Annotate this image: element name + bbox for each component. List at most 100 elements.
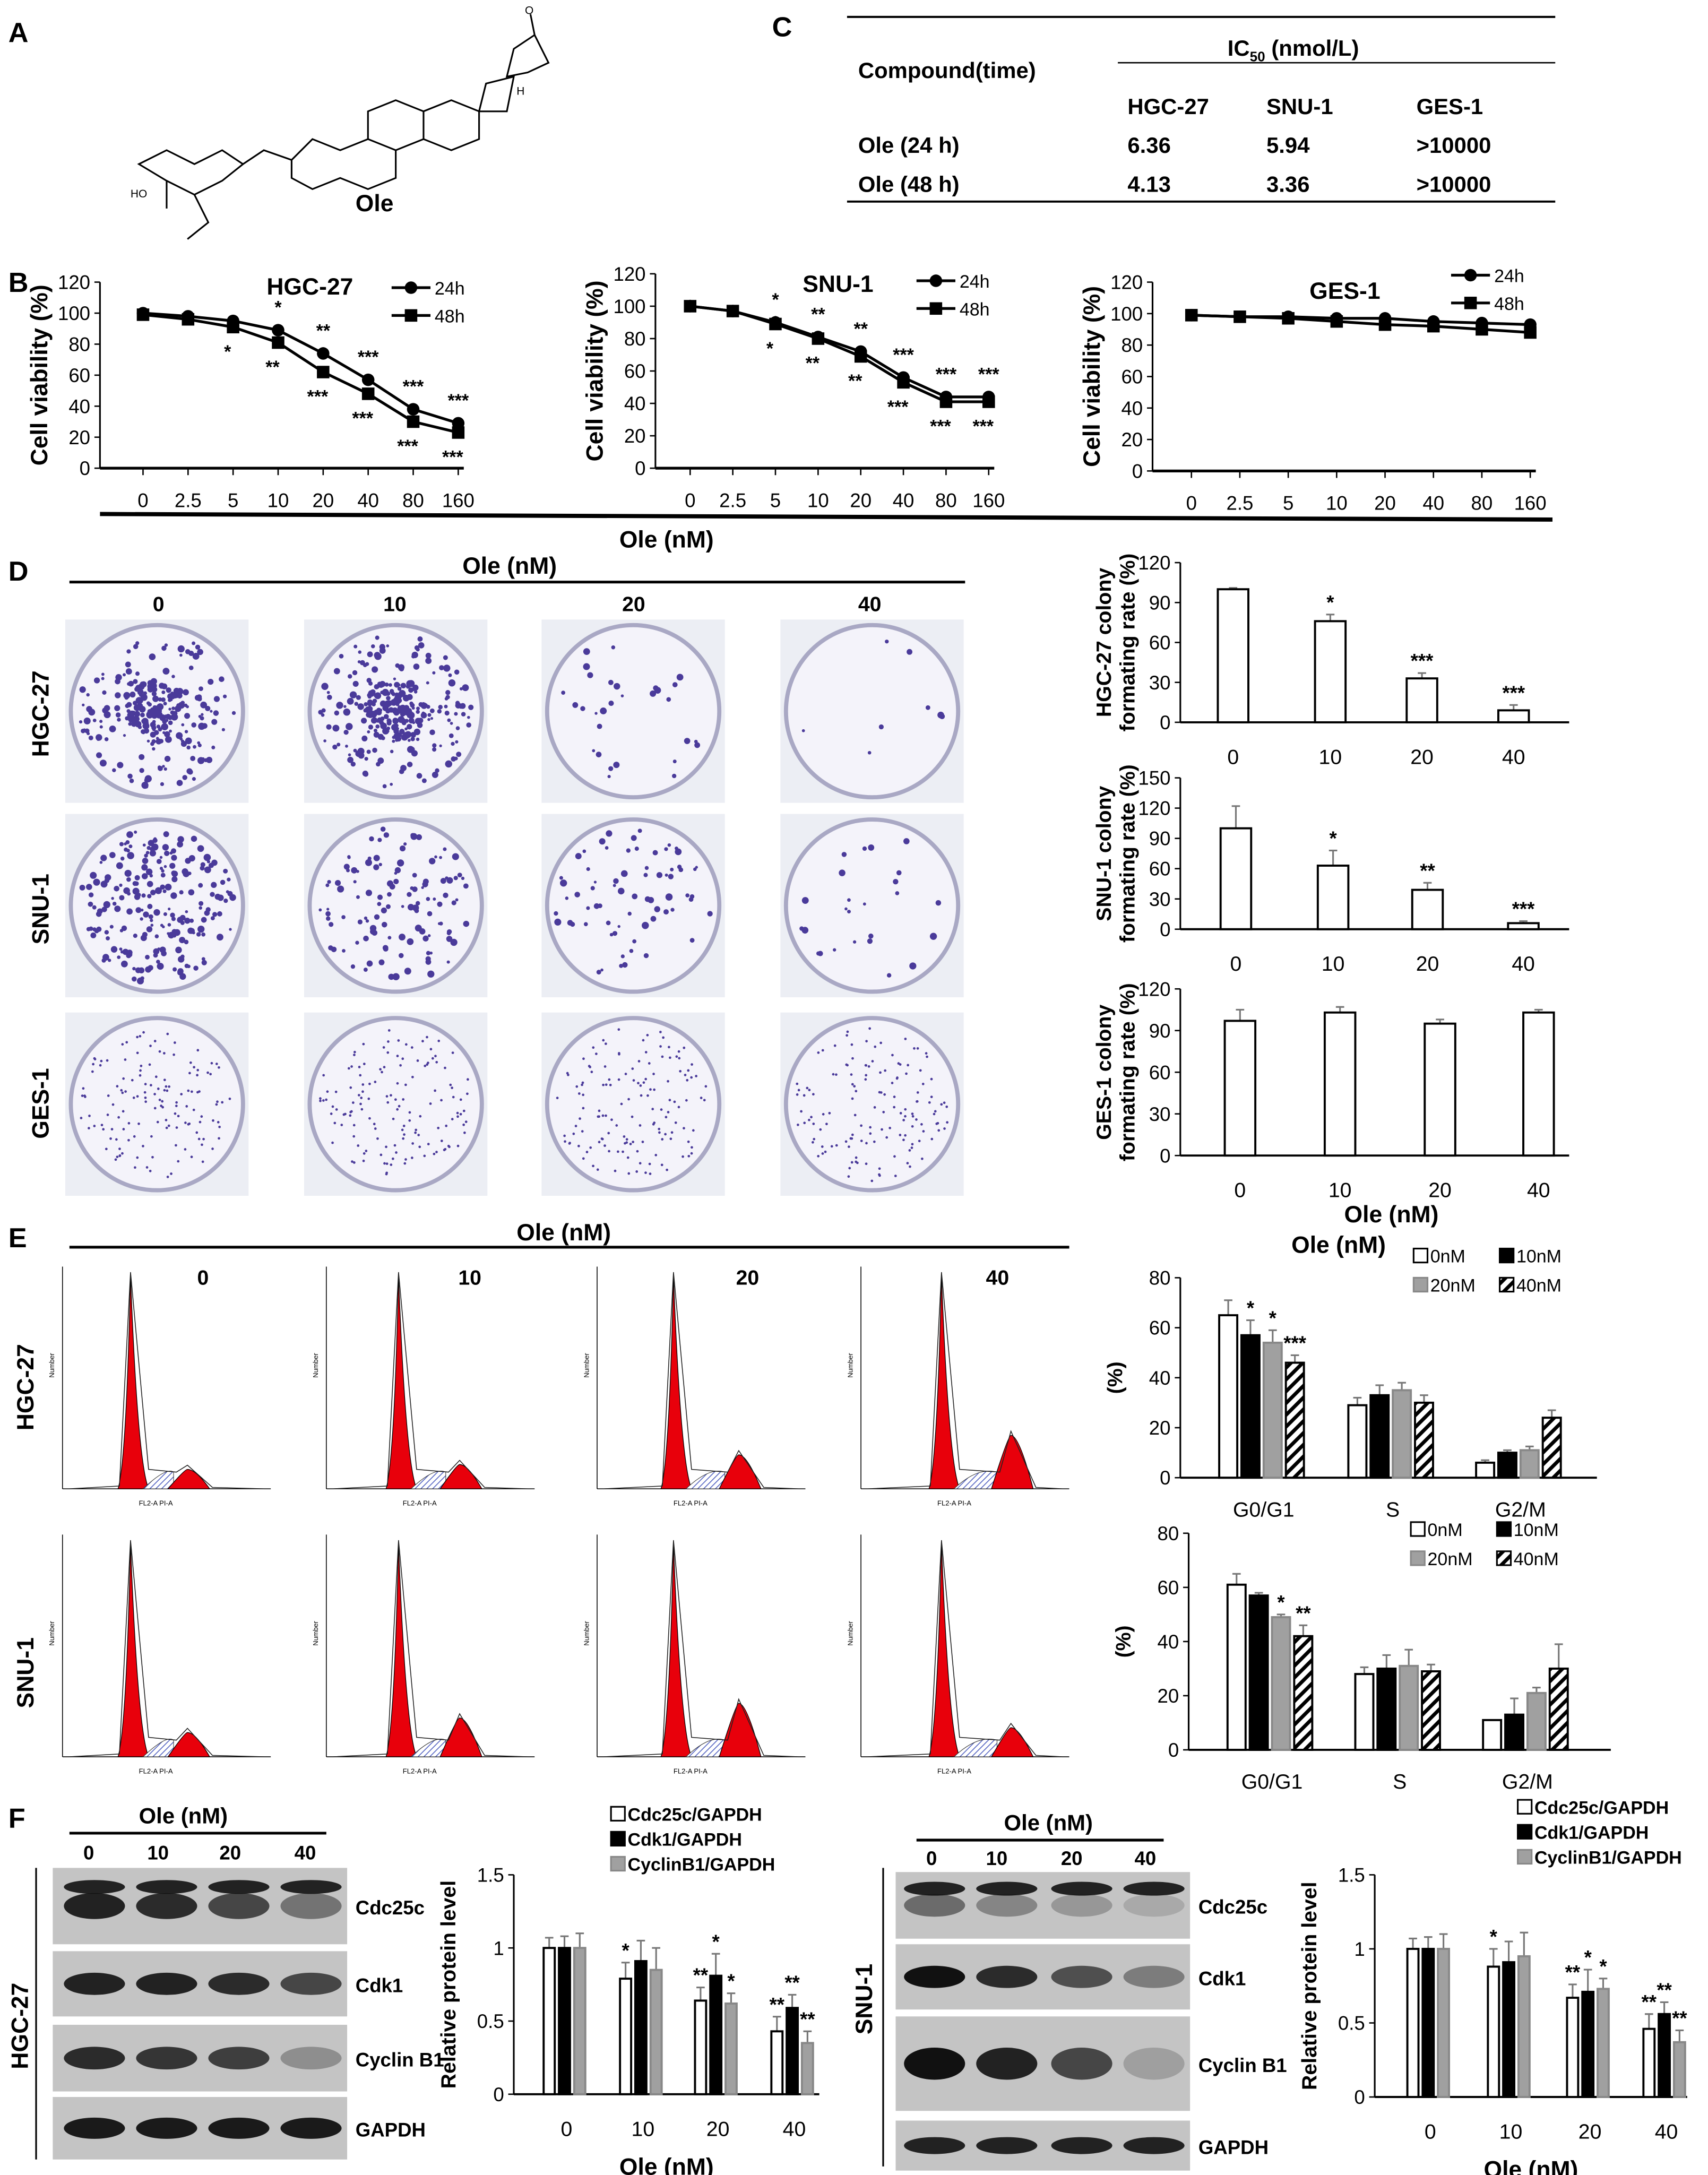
colony	[212, 912, 218, 917]
colony	[404, 1083, 407, 1086]
colony	[821, 1049, 824, 1052]
blot-cell-label-hgc: HGC-27	[7, 1983, 33, 2069]
colony	[417, 1134, 420, 1136]
bar	[1437, 1947, 1451, 2098]
colony	[177, 968, 184, 974]
colony	[885, 1136, 888, 1139]
colony	[185, 1105, 188, 1108]
colony	[359, 1074, 362, 1077]
significance-mark: ***	[442, 447, 463, 468]
colony	[925, 1052, 928, 1055]
colony	[350, 1065, 353, 1068]
axis-label-y: Number	[312, 1621, 320, 1646]
colony	[347, 756, 353, 763]
colony	[445, 760, 453, 768]
protein-band	[1123, 1965, 1185, 1988]
colony	[158, 765, 163, 771]
bar	[1414, 1401, 1434, 1479]
x-tick-label: 160	[972, 489, 1005, 511]
colony	[596, 970, 601, 975]
protein-band	[1051, 1881, 1112, 1896]
colony	[167, 715, 173, 720]
colony-dish-grid	[65, 619, 964, 1196]
colony	[368, 1117, 371, 1120]
dose-label: 0	[83, 1842, 94, 1864]
colony	[114, 1158, 117, 1161]
colony	[404, 727, 408, 731]
colony	[181, 723, 185, 727]
data-point	[272, 324, 284, 336]
panel-label-e: E	[8, 1223, 27, 1254]
colony	[462, 684, 469, 692]
legend-label: Cdc25c/GAPDH	[1534, 1798, 1669, 1818]
colony	[367, 711, 374, 718]
bar	[1217, 588, 1249, 723]
colony	[210, 916, 215, 921]
legend-label: 24h	[960, 272, 990, 292]
colony	[662, 1036, 665, 1039]
colony	[926, 1055, 928, 1058]
colony	[353, 644, 358, 649]
colony	[893, 878, 899, 885]
colony	[123, 673, 126, 677]
colony	[437, 709, 442, 714]
colony	[581, 1130, 584, 1133]
colony	[581, 1081, 584, 1084]
colony	[808, 1089, 811, 1092]
colony	[446, 931, 451, 936]
colony	[821, 1152, 824, 1155]
colony	[642, 921, 649, 929]
colony	[936, 1121, 939, 1125]
colony	[459, 1112, 462, 1116]
colony	[167, 923, 171, 927]
colony	[99, 720, 103, 723]
colony	[109, 1137, 112, 1140]
y-tick-label: 20	[68, 427, 90, 448]
colony	[111, 896, 114, 900]
colony	[390, 1163, 393, 1166]
colony	[915, 1118, 918, 1121]
colony	[878, 1174, 881, 1177]
protein-band	[976, 2047, 1038, 2080]
x-axis-label: Ole (nM)	[619, 2154, 714, 2175]
significance-mark: *	[1326, 591, 1334, 613]
colony	[206, 1071, 209, 1074]
colony	[439, 744, 442, 747]
colony	[677, 1050, 680, 1053]
data-point	[1476, 323, 1488, 336]
colony	[192, 1108, 195, 1111]
colony	[392, 973, 400, 981]
colony	[189, 918, 194, 923]
colony	[318, 710, 323, 715]
colony	[83, 728, 86, 732]
colony	[143, 911, 149, 918]
colony	[396, 732, 402, 738]
colony	[396, 1108, 399, 1111]
colony	[81, 1094, 84, 1097]
colony	[603, 1144, 606, 1147]
colony	[135, 671, 140, 676]
colony	[139, 768, 144, 773]
y-tick-label: 20	[1157, 1685, 1179, 1707]
colony	[109, 725, 116, 732]
colony	[414, 645, 419, 650]
table-cell: >10000	[1417, 133, 1491, 158]
data-point	[136, 308, 150, 321]
colony	[163, 1089, 166, 1092]
legend-swatch	[1517, 1799, 1533, 1815]
colony	[598, 1115, 600, 1118]
data-point	[726, 305, 739, 317]
colony	[885, 640, 889, 644]
colony	[217, 911, 222, 917]
colony	[150, 919, 153, 922]
colony	[157, 963, 164, 970]
colony	[443, 1149, 446, 1152]
histogram-outline	[868, 1272, 1063, 1489]
colony	[197, 757, 205, 764]
colony	[670, 1131, 674, 1134]
protein-band	[64, 1893, 125, 1919]
colony	[943, 1101, 946, 1104]
colony	[198, 1090, 201, 1093]
colony	[80, 1117, 83, 1119]
